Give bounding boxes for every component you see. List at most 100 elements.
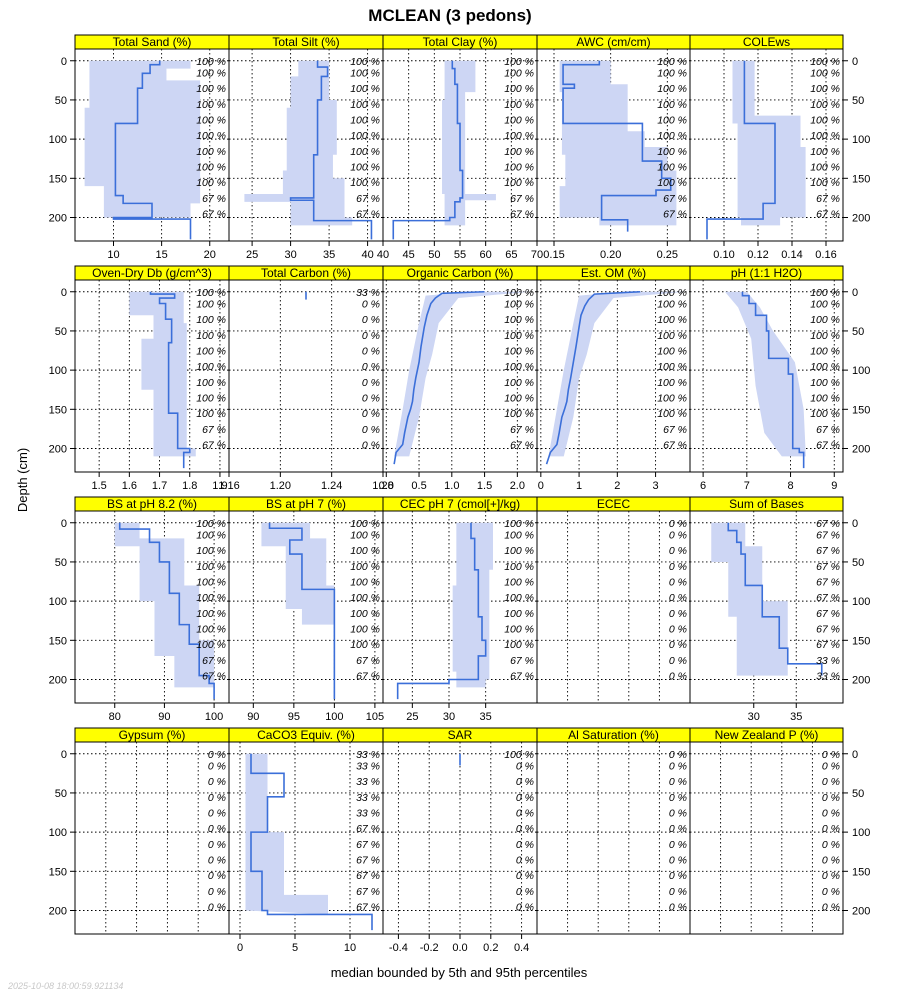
y-tick-label: 50 [55,557,67,569]
pedon-percent-label: 0 % [516,870,534,882]
percentile-band [559,60,677,226]
x-tick-label: 8 [787,480,793,492]
pedon-percent-label: 100 % [657,83,687,95]
pedon-percent-label: 100 % [350,115,380,127]
pedon-percent-label: 0 % [362,424,380,436]
pedon-percent-label: 0 % [516,808,534,820]
x-tick-label: 0 [538,480,544,492]
pedon-percent-label: 0 % [822,823,840,835]
pedon-percent-label: 0 % [669,855,687,867]
panel: New Zealand P (%)0 %0 %0 %0 %0 %0 %0 %0 … [689,727,844,935]
y-tick-label: 0 [61,287,67,299]
pedon-percent-label: 100 % [657,408,687,420]
percentile-band [245,753,328,915]
x-tick-label: 10 [344,942,356,954]
x-tick-label: 1.28 [372,480,393,492]
panel: Est. OM (%)100 %100 %100 %100 %100 %100 … [536,265,691,492]
pedon-percent-label: 100 % [350,592,380,604]
pedon-percent-label: 100 % [504,346,534,358]
pedon-percent-label: 100 % [196,346,226,358]
pedon-percent-label: 100 % [350,530,380,542]
pedon-percent-label: 100 % [196,130,226,142]
pedon-percent-label: 100 % [810,146,840,158]
x-tick-label: 1.8 [182,480,197,492]
pedon-percent-label: 100 % [657,314,687,326]
pedon-percent-label: 0 % [669,561,687,573]
pedon-percent-label: 100 % [657,56,687,68]
x-tick-label: -0.4 [389,942,408,954]
x-tick-label: 1.20 [270,480,291,492]
pedon-percent-label: 0 % [669,839,687,851]
x-tick-label: 1.9 [212,480,227,492]
pedon-percent-label: 67 % [202,671,226,683]
pedon-percent-label: 100 % [810,361,840,373]
pedon-percent-label: 100 % [350,545,380,557]
median-line [545,290,641,465]
y-tick-label-right: 50 [852,326,864,338]
y-tick-label-right: 0 [852,749,858,761]
pedon-percent-label: 67 % [816,530,840,542]
x-tick-label: 30 [284,249,296,261]
pedon-percent-label: 0 % [822,761,840,773]
x-tick-label: 50 [428,249,440,261]
pedon-percent-label: 0 % [516,776,534,788]
x-tick-label: 100 [325,711,343,723]
pedon-percent-label: 100 % [810,287,840,299]
pedon-percent-label: 0 % [669,776,687,788]
x-tick-label: 25 [406,711,418,723]
pedon-percent-label: 100 % [196,518,226,530]
pedon-percent-label: 67 % [202,655,226,667]
x-tick-label: 0 [237,942,243,954]
median-line [706,60,776,240]
pedon-percent-label: 0 % [822,776,840,788]
panel: Total Silt (%)100 %100 %100 %100 %100 %1… [228,34,384,261]
pedon-percent-label: 0 % [669,639,687,651]
panel-frame [689,279,844,473]
pedon-percent-label: 100 % [810,408,840,420]
pedon-percent-label: 67 % [356,902,380,914]
x-tick-label: 0.12 [747,249,768,261]
pedon-percent-label: 0 % [822,902,840,914]
pedon-percent-label: 100 % [196,530,226,542]
pedon-percent-label: 100 % [657,99,687,111]
pedon-percent-label: 0 % [822,855,840,867]
panel: BS at pH 7 (%)100 %100 %100 %100 %100 %1… [228,496,384,723]
pedon-percent-label: 0 % [516,902,534,914]
x-tick-label: 0.20 [600,249,621,261]
pedon-percent-label: 67 % [816,424,840,436]
pedon-percent-label: 100 % [504,130,534,142]
pedon-percent-label: 100 % [504,177,534,189]
pedon-percent-label: 67 % [510,424,534,436]
x-tick-label: 0.14 [781,249,802,261]
y-tick-label-right: 0 [852,56,858,68]
x-tick-label: 25 [246,249,258,261]
pedon-percent-label: 67 % [356,839,380,851]
pedon-percent-label: 100 % [810,346,840,358]
percentile-band [724,291,806,457]
pedon-percent-label: 67 % [356,855,380,867]
x-tick-label: 15 [156,249,168,261]
panel: AWC (cm/cm)100 %100 %100 %100 %100 %100 … [536,34,691,261]
pedon-percent-label: 100 % [504,56,534,68]
panel-title: Total Clay (%) [423,35,498,49]
pedon-percent-label: 100 % [810,177,840,189]
pedon-percent-label: 0 % [669,655,687,667]
pedon-percent-label: 100 % [350,177,380,189]
percentile-band [711,522,788,676]
pedon-percent-label: 100 % [504,314,534,326]
pedon-percent-label: 67 % [816,592,840,604]
pedon-percent-label: 0 % [362,314,380,326]
pedon-percent-label: 100 % [504,146,534,158]
y-tick-label-right: 150 [852,404,870,416]
pedon-percent-label: 100 % [504,299,534,311]
pedon-percent-label: 100 % [657,130,687,142]
pedon-percent-label: 100 % [810,115,840,127]
grid [383,742,537,934]
pedon-percent-label: 33 % [356,761,380,773]
x-tick-label: 30 [443,711,455,723]
pedon-percent-label: 100 % [657,330,687,342]
y-tick-label: 50 [55,788,67,800]
pedon-percent-label: 67 % [356,823,380,835]
pedon-percent-label: 0 % [208,902,226,914]
